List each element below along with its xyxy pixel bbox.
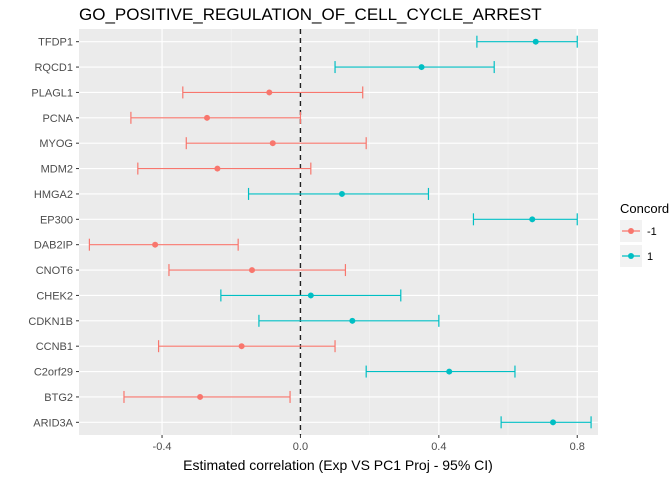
y-tick-label: CCNB1: [36, 341, 73, 353]
estimate-point: [197, 393, 204, 400]
x-tick-label: 0.0: [293, 441, 308, 453]
plot-marks: [88, 35, 592, 429]
y-tick-label: CDKN1B: [28, 316, 73, 328]
estimate-point: [418, 64, 425, 71]
interval-c2orf29: [365, 365, 516, 378]
y-axis: TFDP1 RQCD1 PLAGL1 PCNA MYOG MDM2 HMGA2 EP300 DA…: [28, 37, 79, 429]
legend-key-point: [628, 253, 634, 259]
y-tick-label: RQCD1: [34, 62, 73, 74]
y-tick-label: C2orf29: [34, 367, 73, 379]
interval-btg2: [123, 390, 291, 403]
interval-ep300: [472, 213, 578, 226]
estimate-point: [266, 89, 273, 96]
estimate-point: [214, 165, 221, 172]
estimate-point: [532, 38, 539, 45]
y-tick-label: DAB2IP: [34, 240, 73, 252]
y-tick-label: HMGA2: [34, 189, 73, 201]
legend-item: -1: [620, 220, 657, 242]
y-tick-label: CNOT6: [36, 265, 73, 277]
estimate-point: [249, 267, 255, 274]
y-tick-label: BTG2: [44, 392, 73, 404]
interval-rqcd1: [334, 61, 495, 74]
legend-title: Concord: [620, 201, 669, 216]
chart-title: GO_POSITIVE_REGULATION_OF_CELL_CYCLE_ARR…: [79, 5, 542, 24]
y-tick-label: EP300: [40, 214, 73, 226]
interval-hmga2: [247, 187, 430, 200]
y-tick-label: TFDP1: [38, 37, 73, 49]
x-tick-label: -0.4: [153, 441, 172, 453]
legend: Concord -1 1: [620, 201, 669, 267]
estimate-point: [349, 317, 356, 324]
interval-cdkn1b: [258, 314, 440, 327]
y-tick-label: MYOG: [39, 138, 73, 150]
legend-key-point: [628, 228, 634, 234]
x-axis: -0.4 0.0 0.4 0.8: [153, 435, 585, 453]
interval-pcna: [130, 111, 302, 124]
interval-plagl1: [182, 86, 364, 99]
legend-label: 1: [647, 251, 653, 263]
estimate-point: [269, 140, 276, 147]
interval-myog: [185, 137, 367, 150]
estimate-point: [204, 114, 211, 121]
x-axis-label: Estimated correlation (Exp VS PC1 Proj -…: [183, 457, 493, 473]
y-tick-label: ARID3A: [33, 417, 73, 429]
interval-mdm2: [137, 162, 312, 175]
legend-item: 1: [620, 245, 653, 267]
y-tick-label: PLAGL1: [31, 87, 73, 99]
estimate-point: [550, 419, 557, 426]
estimate-point: [529, 216, 536, 223]
interval-dab2ip: [88, 238, 239, 251]
y-tick-label: MDM2: [41, 164, 73, 176]
plot-panel: [79, 29, 598, 435]
estimate-point: [338, 190, 345, 197]
estimate-point: [152, 241, 159, 248]
interval-chek2: [220, 289, 402, 302]
x-tick-label: 0.4: [431, 441, 446, 453]
interval-cnot6: [168, 264, 347, 277]
interval-tfdp1: [476, 35, 578, 48]
legend-label: -1: [647, 226, 657, 238]
y-tick-label: PCNA: [42, 113, 73, 125]
estimate-point: [446, 368, 453, 375]
interval-arid3a: [500, 416, 592, 429]
x-tick-label: 0.8: [570, 441, 585, 453]
y-tick-label: CHEK2: [36, 290, 73, 302]
interval-ccnb1: [157, 340, 336, 353]
estimate-point: [238, 343, 245, 350]
estimate-point: [307, 292, 314, 299]
